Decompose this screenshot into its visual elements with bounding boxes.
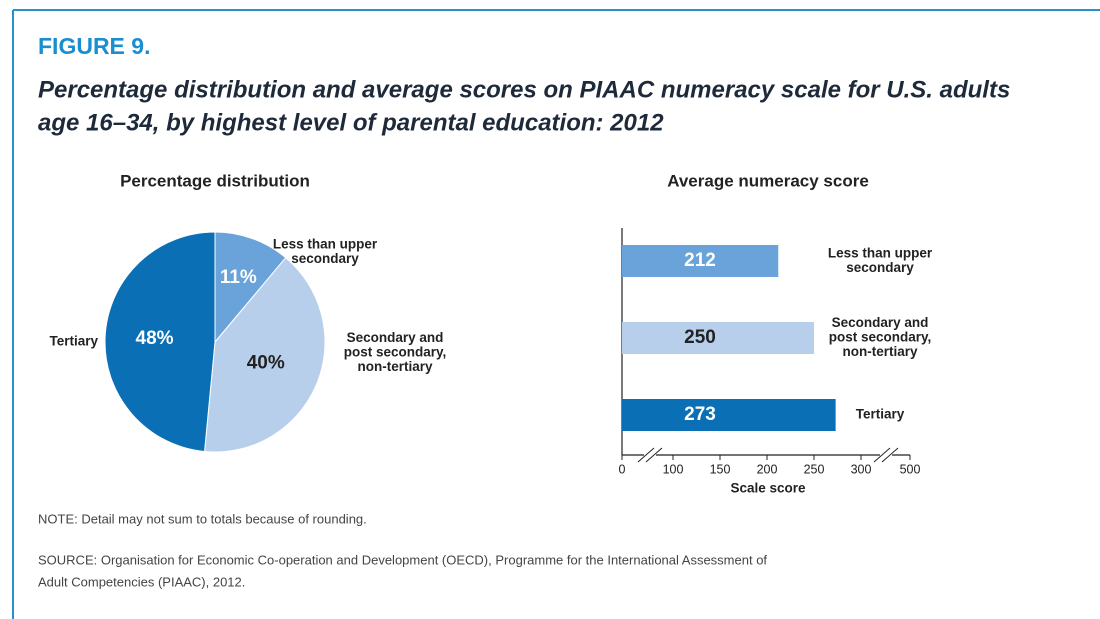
note: NOTE: Detail may not sum to totals becau… [38,511,367,526]
x-tick-label: 150 [710,462,731,476]
chart-title: Average numeracy score [667,171,869,190]
category-label: post secondary, [829,330,932,345]
category-label: Secondary and [832,315,929,330]
category-label: Less than upper [828,245,933,260]
axis-break [637,447,655,463]
axis-break [880,452,892,458]
chart-title: Percentage distribution [120,171,310,190]
x-axis-label: Scale score [730,481,806,496]
category-label: non-tertiary [357,359,433,374]
source: Adult Competencies (PIAAC), 2012. [38,574,245,589]
value-label: 11% [220,267,257,288]
pie-slice [203,257,326,453]
pie-slice [214,231,287,344]
value-label: 250 [684,327,716,348]
axis-break [645,447,663,463]
value-label: 273 [684,404,716,425]
category-label: Tertiary [49,334,98,349]
category-label: secondary [291,251,359,266]
x-tick-label: 300 [851,462,872,476]
category-label: post secondary, [344,345,447,360]
axis-break [873,447,891,463]
category-label: non-tertiary [842,344,918,359]
figure-label: FIGURE 9. [38,33,150,59]
x-tick-label: 0 [619,462,626,476]
category-label: secondary [846,260,914,275]
x-tick-label: 250 [804,462,825,476]
axis-break [644,452,656,458]
value-label: 48% [136,328,174,349]
source: SOURCE: Organisation for Economic Co-ope… [38,552,767,567]
x-tick-label: 100 [663,462,684,476]
bar [622,322,814,354]
value-label: 40% [247,352,285,373]
value-label: 212 [684,250,716,271]
category-label: Less than upper [273,236,378,251]
category-label: Tertiary [856,407,905,422]
category-label: Secondary and [347,330,444,345]
figure-title: age 16–34, by highest level of parental … [38,109,664,136]
x-tick-label: 200 [757,462,778,476]
x-tick-label: 500 [900,462,921,476]
figure-title: Percentage distribution and average scor… [38,76,1010,103]
bar [622,399,836,431]
bar [622,245,779,277]
pie-slice [104,231,216,453]
axis-break [881,447,899,463]
